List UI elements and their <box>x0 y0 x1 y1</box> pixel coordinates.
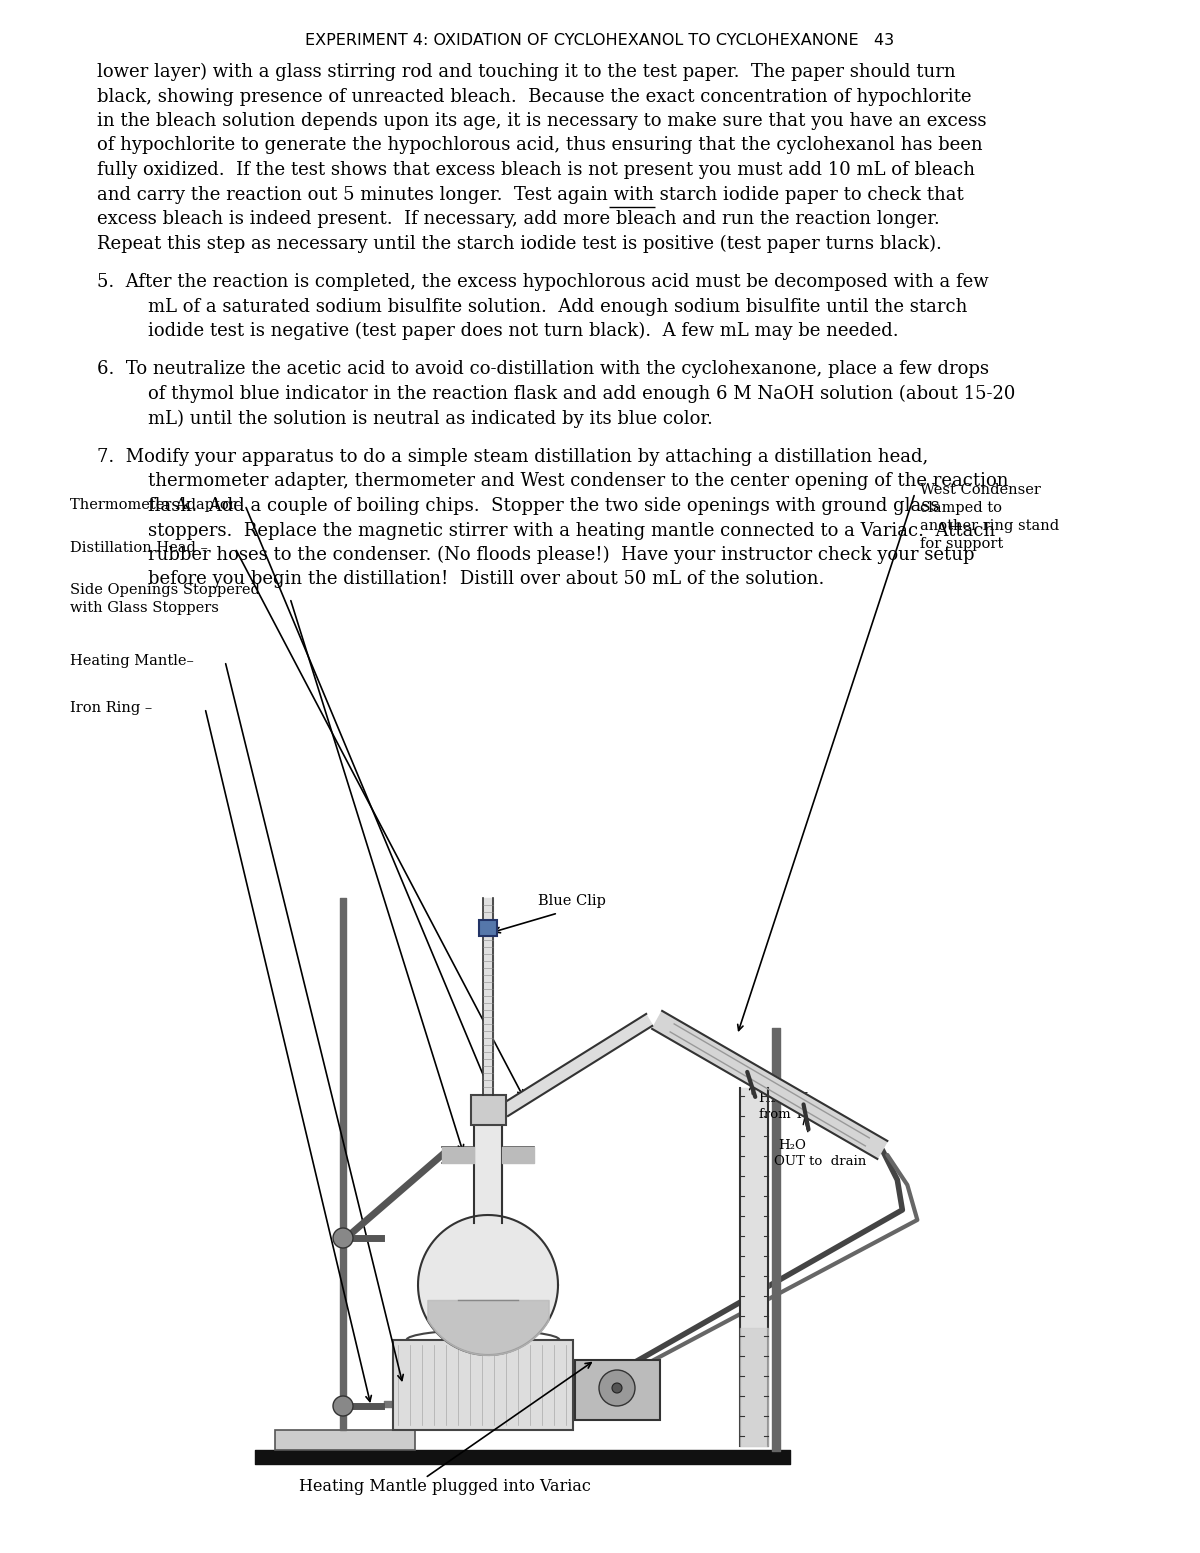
Text: Blue Clip: Blue Clip <box>538 895 606 909</box>
Text: rubber hoses to the condenser. (No floods please!)  Have your instructor check y: rubber hoses to the condenser. (No flood… <box>148 547 974 564</box>
Text: 5.  After the reaction is completed, the excess hypochlorous acid must be decomp: 5. After the reaction is completed, the … <box>97 273 989 290</box>
Polygon shape <box>418 1214 558 1356</box>
Text: EXPERIMENT 4: OXIDATION OF CYCLOHEXANOL TO CYCLOHEXANONE   43: EXPERIMENT 4: OXIDATION OF CYCLOHEXANOL … <box>306 33 894 48</box>
Polygon shape <box>652 1011 887 1159</box>
Text: fully oxidized.  If the test shows that excess bleach is not present you must ad: fully oxidized. If the test shows that e… <box>97 162 974 179</box>
Polygon shape <box>502 1016 652 1115</box>
Text: of thymol blue indicator in the reaction flask and add enough 6 M NaOH solution : of thymol blue indicator in the reaction… <box>148 385 1015 404</box>
Text: before you begin the distillation!  Distill over about 50 mL of the solution.: before you begin the distillation! Disti… <box>148 570 824 589</box>
Bar <box>470 1095 506 1124</box>
Text: of hypochlorite to generate the hypochlorous acid, thus ensuring that the cycloh: of hypochlorite to generate the hypochlo… <box>97 137 983 154</box>
Circle shape <box>334 1228 353 1249</box>
Circle shape <box>334 1396 353 1416</box>
Bar <box>275 1430 415 1451</box>
Text: 6.  To neutralize the acetic acid to avoid co-distillation with the cyclohexanon: 6. To neutralize the acetic acid to avoi… <box>97 360 989 379</box>
Text: iodide test is negative (test paper does not turn black).  A few mL may be neede: iodide test is negative (test paper does… <box>148 321 899 340</box>
Text: from Tap: from Tap <box>760 1107 820 1121</box>
Bar <box>479 919 497 936</box>
Text: in the bleach solution depends upon its age, it is necessary to make sure that y: in the bleach solution depends upon its … <box>97 112 986 130</box>
Text: stoppers.  Replace the magnetic stirrer with a heating mantle connected to a Var: stoppers. Replace the magnetic stirrer w… <box>148 522 995 539</box>
Text: West Condenser: West Condenser <box>920 483 1040 497</box>
Text: Distillation Head –: Distillation Head – <box>70 540 208 554</box>
Text: with Glass Stoppers: with Glass Stoppers <box>70 601 218 615</box>
Text: excess bleach is indeed present.  If necessary, add more bleach and run the reac: excess bleach is indeed present. If nece… <box>97 210 940 228</box>
Text: flask.  Add a couple of boiling chips.  Stopper the two side openings with groun: flask. Add a couple of boiling chips. St… <box>148 497 940 516</box>
Text: Repeat this step as necessary until the starch iodide test is positive (test pap: Repeat this step as necessary until the … <box>97 235 942 253</box>
Text: Iron Ring –: Iron Ring – <box>70 700 152 714</box>
Text: H₂O IN: H₂O IN <box>760 1092 809 1104</box>
Text: mL of a saturated sodium bisulfite solution.  Add enough sodium bisulfite until : mL of a saturated sodium bisulfite solut… <box>148 298 967 315</box>
Text: OUT to  drain: OUT to drain <box>774 1155 865 1168</box>
Text: H₂O: H₂O <box>779 1140 806 1152</box>
Text: thermometer adapter, thermometer and West condenser to the center opening of the: thermometer adapter, thermometer and Wes… <box>148 472 1008 491</box>
Text: black, showing presence of unreacted bleach.  Because the exact concentration of: black, showing presence of unreacted ble… <box>97 87 972 106</box>
Text: mL) until the solution is neutral as indicated by its blue color.: mL) until the solution is neutral as ind… <box>148 410 713 427</box>
Circle shape <box>599 1370 635 1405</box>
Text: Side Openings Stoppered: Side Openings Stoppered <box>70 582 260 596</box>
Bar <box>394 1340 574 1430</box>
Text: clamped to: clamped to <box>920 502 1002 516</box>
Text: 7.  Modify your apparatus to do a simple steam distillation by attaching a disti: 7. Modify your apparatus to do a simple … <box>97 447 929 466</box>
Text: Thermometer Adaptor–: Thermometer Adaptor– <box>70 499 244 512</box>
Text: Heating Mantle plugged into Variac: Heating Mantle plugged into Variac <box>299 1478 590 1496</box>
Circle shape <box>612 1384 622 1393</box>
Text: another ring stand: another ring stand <box>920 519 1060 533</box>
Text: for support: for support <box>920 537 1003 551</box>
Text: lower layer) with a glass stirring rod and touching it to the test paper.  The p: lower layer) with a glass stirring rod a… <box>97 64 955 81</box>
Text: Heating Mantle–: Heating Mantle– <box>70 654 194 668</box>
Text: and carry the reaction out 5 minutes longer.  Test again with starch iodide pape: and carry the reaction out 5 minutes lon… <box>97 185 964 203</box>
Bar <box>575 1360 660 1419</box>
